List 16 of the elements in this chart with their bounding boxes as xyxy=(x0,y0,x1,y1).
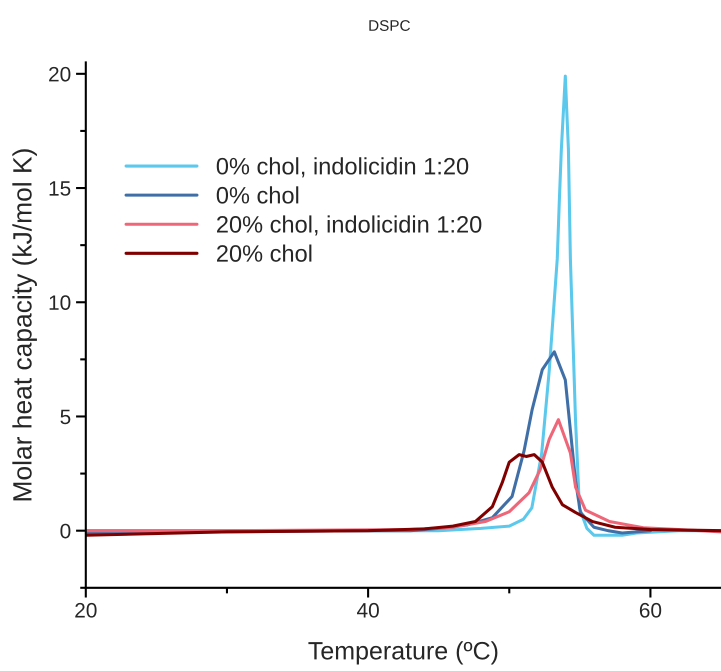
y-tick-label: 20 xyxy=(49,66,70,82)
x-tick-label: 60 xyxy=(640,602,662,618)
legend-label: 0% chol xyxy=(216,186,298,204)
line-series xyxy=(86,453,721,537)
y-tick-label: 10 xyxy=(50,295,70,310)
legend-label: 20% chol xyxy=(217,244,312,262)
y-tick-label: 15 xyxy=(50,181,70,196)
legend-label: 0% chol, indolicidin 1:20 xyxy=(216,157,468,178)
legend-label: 20% chol, indolicidin 1:20 xyxy=(217,215,482,236)
chart-title: DSPC xyxy=(369,20,410,31)
y-tick-label: 0 xyxy=(60,524,70,538)
x-tick-label: 20 xyxy=(75,602,97,618)
y-axis-title: Molar heat capacity (kJ/mol K) xyxy=(12,149,37,500)
x-tick-label: 40 xyxy=(357,602,379,618)
x-axis-title: Temperature (ºC) xyxy=(308,641,498,665)
y-tick-label: 5 xyxy=(60,410,70,424)
